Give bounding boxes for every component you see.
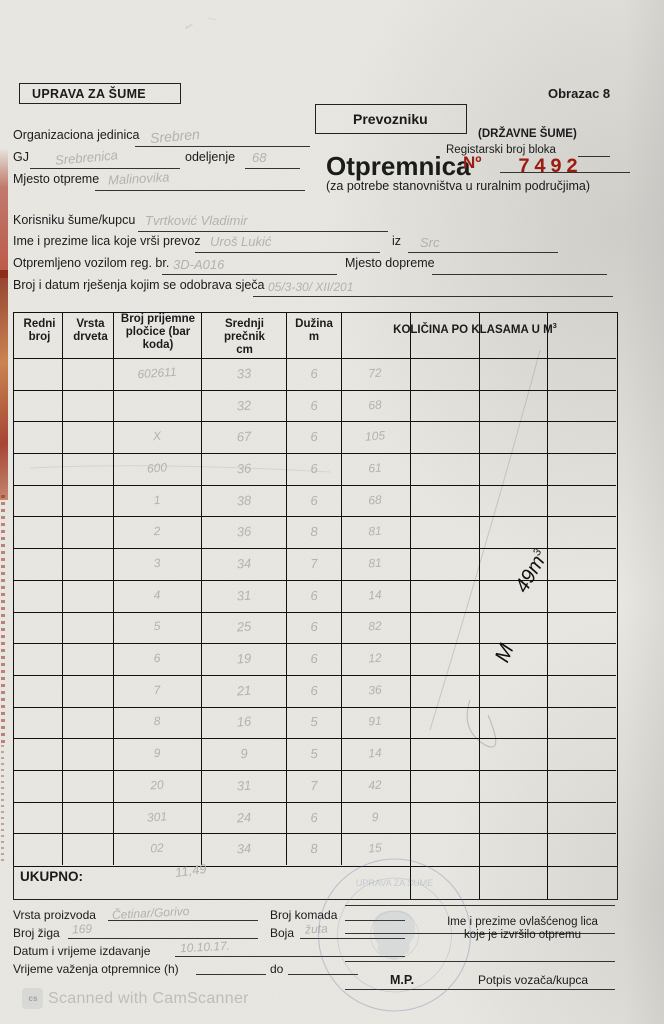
svg-text:UPRAVA ZA ŠUME: UPRAVA ZA ŠUME xyxy=(356,878,433,888)
